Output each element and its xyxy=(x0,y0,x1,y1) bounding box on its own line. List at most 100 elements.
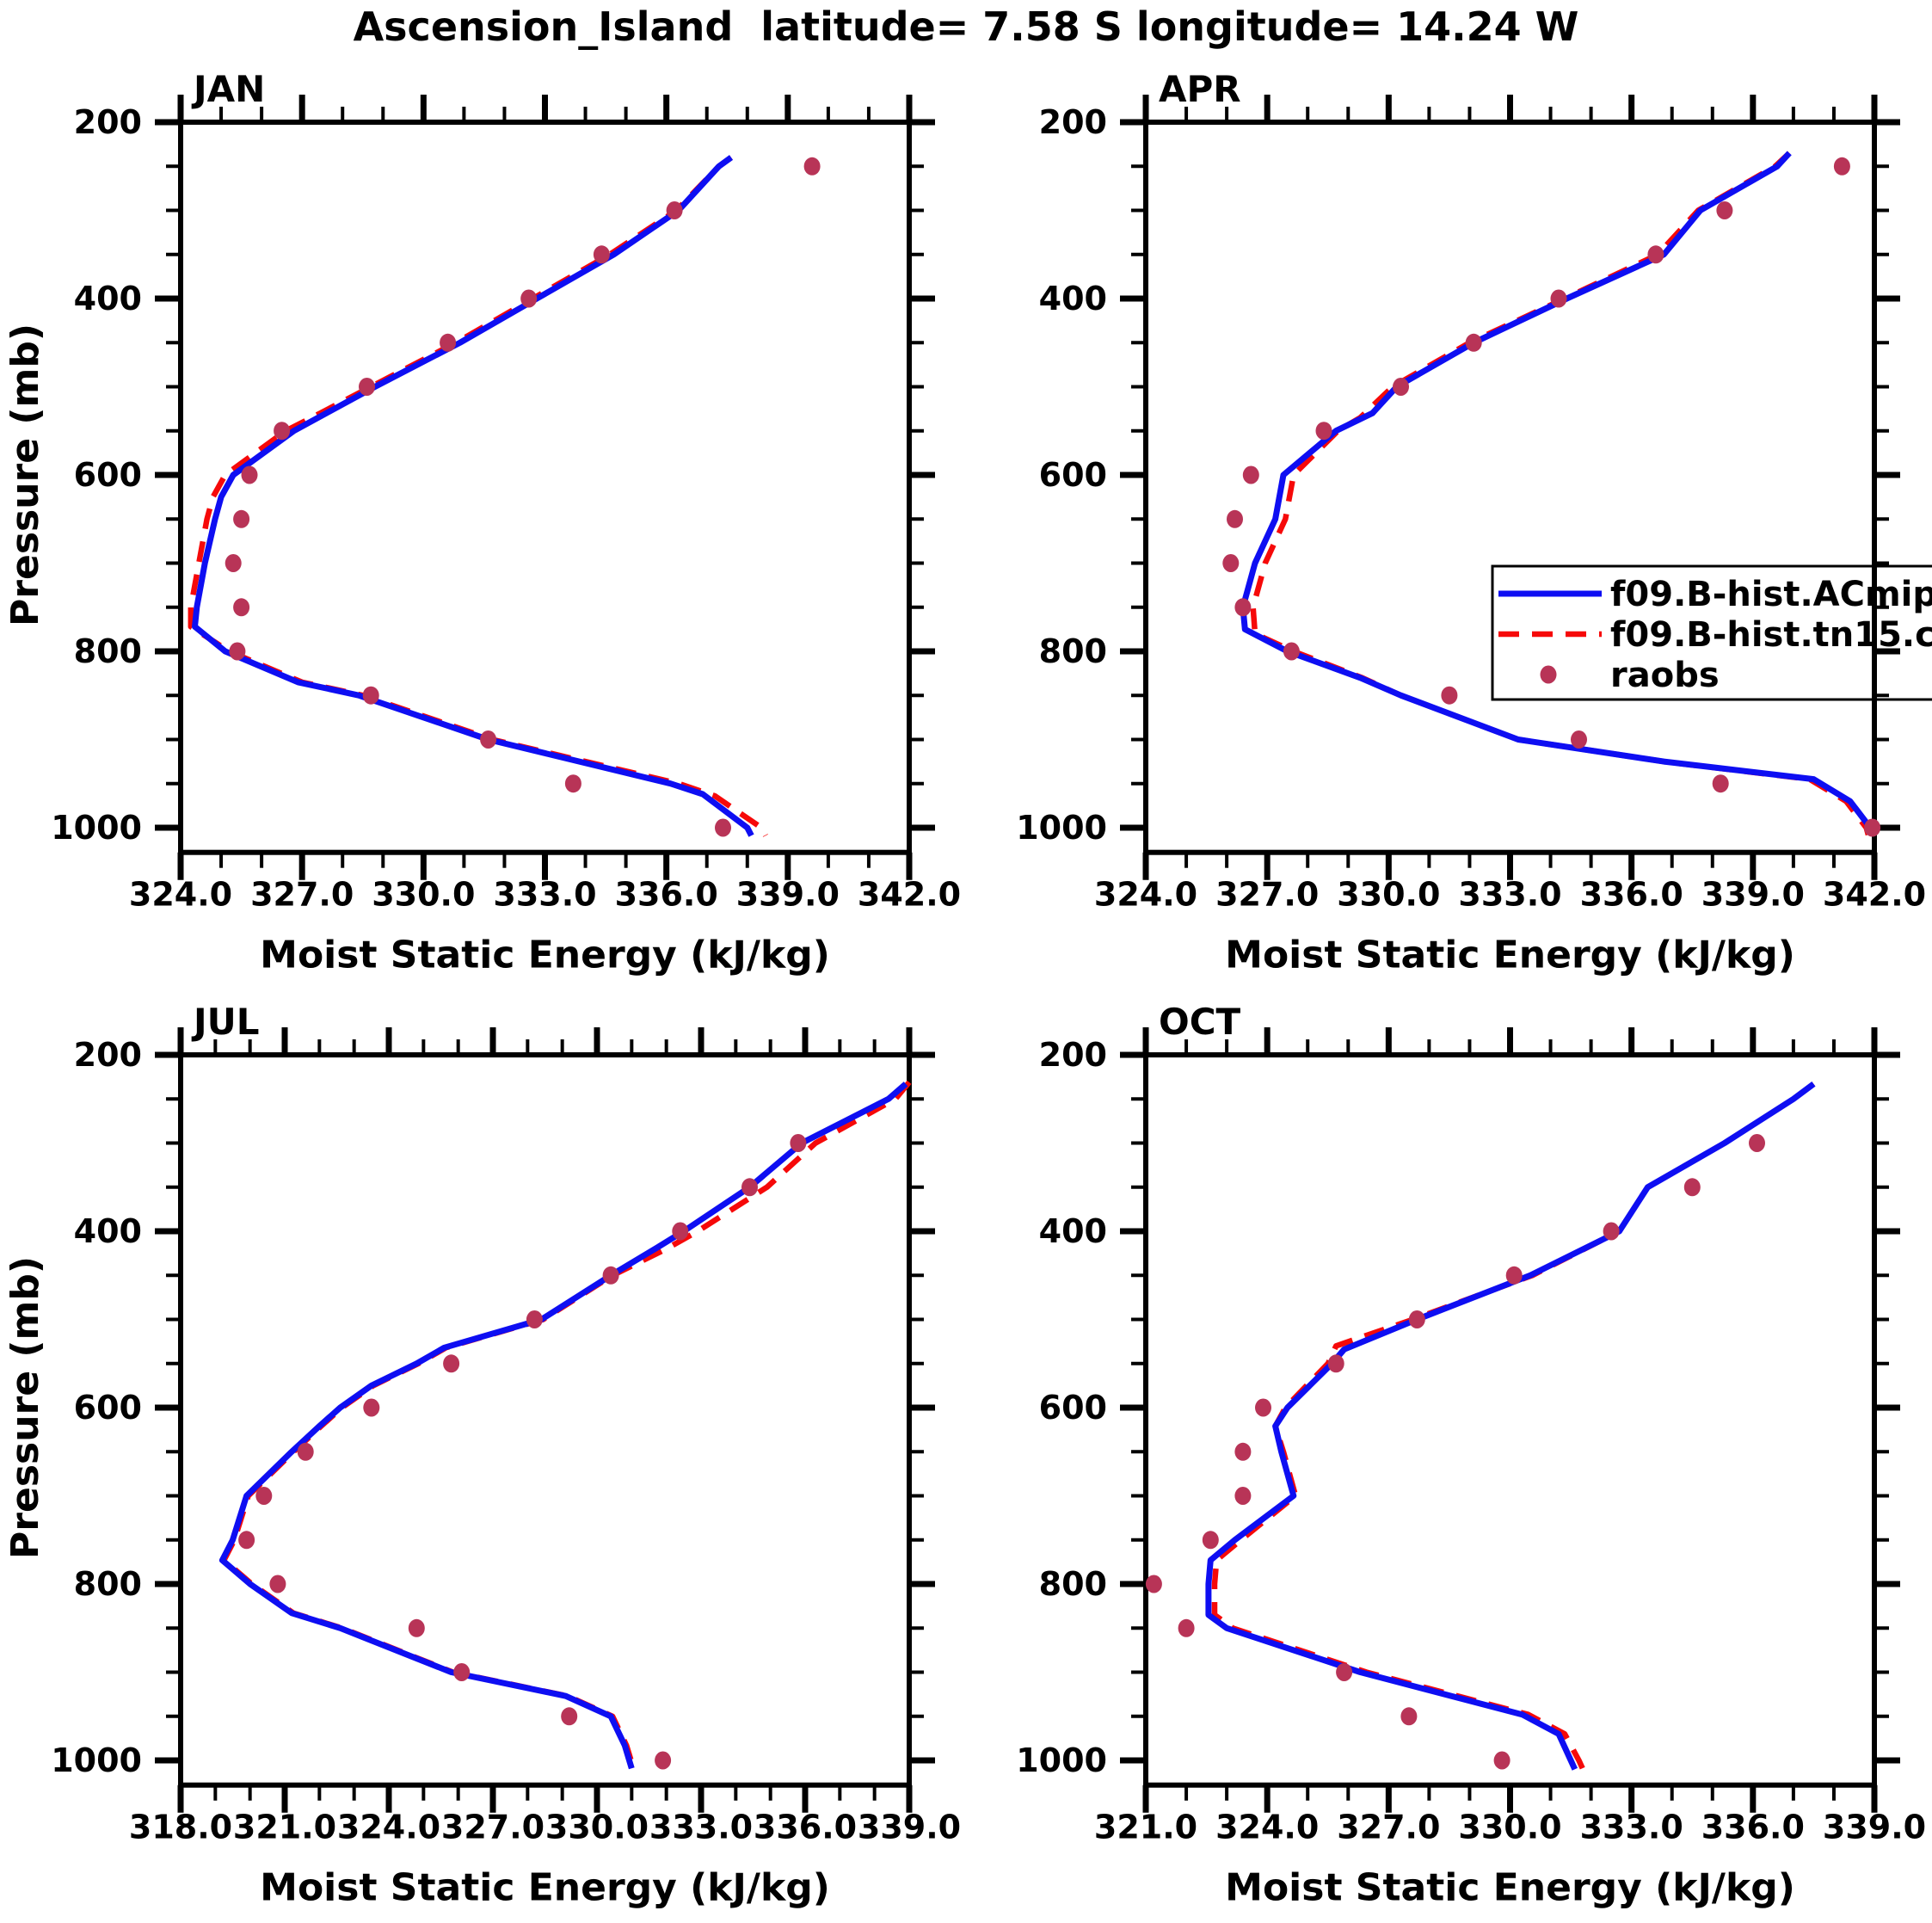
jul-frame xyxy=(178,1052,912,1788)
jul-x-ticks xyxy=(177,1027,913,1813)
apr-y-tick-label: 800 xyxy=(1039,632,1107,670)
jul-raobs-dot xyxy=(269,1575,286,1593)
jul-raobs-dot xyxy=(672,1222,689,1241)
jan-x-tick-labels: 324.0 327.0 330.0 333.0 336.0 339.0 342.0 xyxy=(129,876,961,914)
panel-oct: 321.0 324.0 327.0 330.0 333.0 336.0 339.0 200 40… xyxy=(1016,1001,1926,1910)
jul-x-axis-title: Moist Static Energy (kJ/kg) xyxy=(260,1866,830,1910)
jul-raobs-dot xyxy=(238,1531,255,1550)
jul-x-tick-label: 339.0 xyxy=(858,1809,961,1846)
apr-raobs-dot xyxy=(1465,333,1482,352)
apr-x-tick-label: 339.0 xyxy=(1701,876,1805,914)
oct-y-tick-label: 1000 xyxy=(1016,1741,1107,1779)
jul-x-tick-label: 333.0 xyxy=(649,1809,753,1846)
jul-raobs-dot xyxy=(408,1618,425,1637)
apr-x-tick-labels: 324.0 327.0 330.0 333.0 336.0 339.0 342.0 xyxy=(1094,876,1926,914)
jan-raobs-dot xyxy=(241,465,258,484)
apr-y-tick-labels: 200 400 600 800 1000 xyxy=(1016,103,1107,847)
oct-x-ticks xyxy=(1142,1027,1878,1813)
jan-x-tick-label: 327.0 xyxy=(250,876,354,914)
apr-raobs-dot xyxy=(1227,509,1243,528)
oct-model2-line xyxy=(1211,1082,1816,1771)
legend-label: f09.B-hist.ACmip.a xyxy=(1610,575,1932,614)
jan-x-tick-label: 339.0 xyxy=(736,876,840,914)
jul-x-tick-label: 318.0 xyxy=(129,1809,232,1846)
oct-x-tick-label: 327.0 xyxy=(1337,1809,1440,1846)
jan-raobs-dot xyxy=(229,642,246,661)
jan-model1-line xyxy=(192,155,754,837)
jan-raobs-dot xyxy=(480,730,497,749)
jul-raobs-dot xyxy=(655,1751,672,1770)
jul-x-tick-label: 327.0 xyxy=(441,1809,545,1846)
jul-raobs-dot xyxy=(602,1266,619,1285)
apr-x-tick-label: 336.0 xyxy=(1580,876,1683,914)
jan-raobs-dot xyxy=(233,598,250,617)
jan-raobs-dot xyxy=(666,201,683,219)
apr-y-tick-label: 1000 xyxy=(1016,809,1107,847)
apr-x-tick-label: 333.0 xyxy=(1458,876,1561,914)
jul-panel-label: JUL xyxy=(191,1001,260,1043)
legend-box xyxy=(1491,564,1932,701)
apr-raobs-dot xyxy=(1441,686,1458,705)
jan-y-ticks xyxy=(155,119,935,831)
apr-raobs-dot xyxy=(1716,201,1733,219)
jan-raobs-dot xyxy=(274,422,291,441)
oct-x-tick-labels: 321.0 324.0 327.0 330.0 333.0 336.0 339.0 xyxy=(1094,1809,1926,1846)
jan-y-tick-label: 800 xyxy=(74,632,142,670)
jan-x-tick-label: 324.0 xyxy=(129,876,232,914)
oct-x-tick-label: 333.0 xyxy=(1580,1809,1683,1846)
apr-raobs-dot xyxy=(1864,818,1881,837)
apr-y-tick-label: 200 xyxy=(1039,103,1107,141)
panel-apr: 324.0 327.0 330.0 333.0 336.0 339.0 342.0 200 40… xyxy=(1016,68,1926,977)
oct-x-tick-label: 330.0 xyxy=(1458,1809,1561,1846)
apr-y-tick-label: 600 xyxy=(1039,456,1107,494)
oct-raobs-dot xyxy=(1400,1707,1418,1726)
oct-raobs-dot xyxy=(1603,1222,1620,1241)
jan-raobs-dots xyxy=(225,157,821,837)
oct-model1-line xyxy=(1205,1081,1816,1771)
legend-entry-1: f09.B-hist.ACmip.a xyxy=(1498,575,1932,614)
jan-frame xyxy=(178,120,912,855)
oct-panel-label: OCT xyxy=(1159,1001,1241,1043)
oct-x-tick-label: 339.0 xyxy=(1823,1809,1926,1846)
oct-raobs-dot xyxy=(1234,1487,1252,1505)
apr-raobs-dot xyxy=(1315,422,1332,441)
jul-x-tick-label: 336.0 xyxy=(754,1809,857,1846)
jan-y-tick-label: 200 xyxy=(74,103,142,141)
jan-raobs-dot xyxy=(225,554,242,572)
jul-y-tick-label: 200 xyxy=(74,1036,142,1074)
jul-x-tick-label: 330.0 xyxy=(545,1809,649,1846)
jul-y-tick-label: 400 xyxy=(74,1212,142,1250)
jan-y-tick-labels: 200 400 600 800 1000 xyxy=(51,103,142,847)
oct-raobs-dot xyxy=(1145,1575,1162,1593)
jul-raobs-dot xyxy=(453,1663,471,1681)
oct-x-axis-title: Moist Static Energy (kJ/kg) xyxy=(1225,1866,1795,1910)
oct-y-tick-label: 600 xyxy=(1039,1389,1107,1427)
apr-raobs-dots xyxy=(1222,157,1881,837)
apr-model2-line xyxy=(1250,151,1872,836)
jul-x-tick-label: 324.0 xyxy=(337,1809,440,1846)
jul-x-tick-labels: 318.0 321.0 324.0 327.0 330.0 333.0 336.0 339.0 xyxy=(129,1809,961,1846)
jan-x-tick-label: 342.0 xyxy=(858,876,961,914)
jul-raobs-dot xyxy=(443,1354,460,1373)
oct-raobs-dot xyxy=(1336,1663,1353,1681)
oct-x-tick-label: 336.0 xyxy=(1701,1809,1805,1846)
oct-y-tick-label: 800 xyxy=(1039,1565,1107,1603)
apr-y-tick-label: 400 xyxy=(1039,280,1107,317)
jan-raobs-dot xyxy=(233,509,250,528)
oct-x-tick-label: 324.0 xyxy=(1215,1809,1319,1846)
oct-raobs-dot xyxy=(1493,1751,1511,1770)
oct-y-tick-labels: 200 400 600 800 1000 xyxy=(1016,1036,1107,1779)
apr-raobs-dot xyxy=(1393,378,1409,396)
jan-y-tick-label: 600 xyxy=(74,456,142,494)
apr-raobs-dot xyxy=(1234,598,1252,617)
jan-raobs-dot xyxy=(564,774,581,793)
apr-raobs-dot xyxy=(1222,554,1240,572)
oct-raobs-dot xyxy=(1408,1310,1425,1328)
jul-y-tick-labels: 200 400 600 800 1000 xyxy=(51,1036,142,1779)
legend: f09.B-hist.ACmip.af09.B-hist.tn15.cmirao… xyxy=(1491,564,1932,701)
jul-raobs-dot xyxy=(255,1487,273,1505)
apr-raobs-dot xyxy=(1283,642,1300,661)
apr-panel-label: APR xyxy=(1159,68,1241,110)
apr-raobs-dot xyxy=(1712,774,1729,793)
